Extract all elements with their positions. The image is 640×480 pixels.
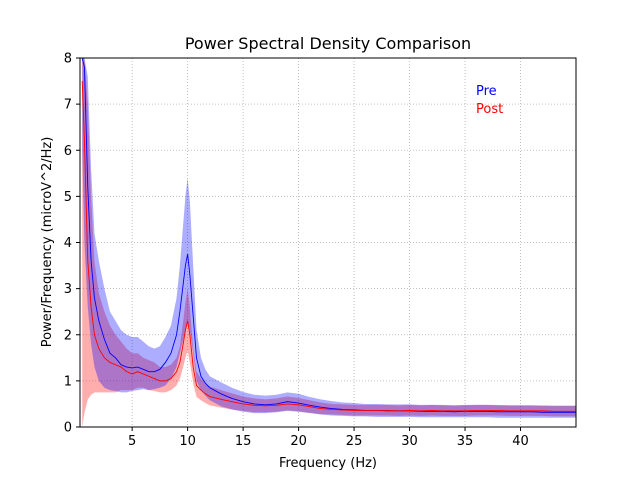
band-pre [82, 58, 576, 418]
y-tick-label: 7 [64, 98, 72, 113]
x-tick-label: 20 [290, 434, 307, 449]
confidence-bands [82, 58, 576, 427]
y-axis-label: Power/Frequency (microV^2/Hz) [40, 137, 55, 348]
x-tick-label: 5 [128, 434, 136, 449]
x-tick-label: 35 [457, 434, 474, 449]
y-tick-label: 1 [64, 374, 72, 389]
band-post [82, 58, 576, 427]
y-tick-label: 6 [64, 144, 72, 159]
y-tick-label: 0 [64, 421, 72, 436]
x-tick-label: 30 [401, 434, 418, 449]
x-tick-label: 15 [235, 434, 252, 449]
y-axis-ticks: 0 1 2 3 4 5 6 7 8 [64, 52, 80, 436]
line-post [81, 81, 576, 412]
legend-entry-post: Post [476, 102, 503, 117]
x-tick-label: 40 [512, 434, 529, 449]
x-axis-label: Frequency (Hz) [279, 456, 377, 471]
y-tick-label: 5 [64, 190, 72, 205]
x-tick-label: 25 [346, 434, 363, 449]
y-tick-label: 2 [64, 328, 72, 343]
y-tick-label: 8 [64, 52, 72, 67]
series-lines [81, 58, 576, 413]
y-tick-label: 3 [64, 282, 72, 297]
line-pre [81, 58, 576, 413]
y-tick-label: 4 [64, 236, 72, 251]
legend-entry-pre: Pre [476, 84, 497, 99]
x-axis-ticks: 5 10 15 20 25 30 35 40 [128, 427, 529, 449]
legend: Pre Post [476, 84, 503, 117]
chart-title: Power Spectral Density Comparison [185, 34, 471, 53]
x-tick-label: 10 [179, 434, 196, 449]
